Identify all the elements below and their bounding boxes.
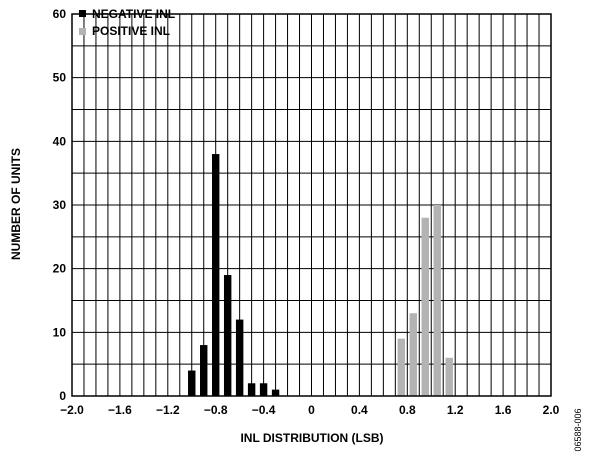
bar-positive-inl — [421, 217, 429, 396]
plot-frame — [71, 13, 552, 397]
y-tick-label: 40 — [53, 134, 67, 148]
legend-label-negative: NEGATIVE INL — [92, 7, 175, 21]
y-tick-label: 20 — [53, 262, 67, 276]
y-tick-label: 50 — [53, 71, 67, 85]
legend-swatch-positive — [79, 28, 86, 35]
tick-labels: −2.0 −1.6 −1.2 −0.8 −0.4 0 0.4 0.8 1.2 1.6 2.0 0 10 2… — [53, 7, 560, 417]
bar-negative-inl — [247, 383, 256, 396]
y-axis-title: NUMBER OF UNITS — [9, 148, 23, 260]
x-tick-label: 2.0 — [543, 403, 560, 417]
x-tick-label: −1.6 — [108, 403, 132, 417]
bar-negative-inl — [223, 275, 232, 396]
bars — [188, 154, 453, 396]
bar-positive-inl — [397, 338, 406, 396]
bar-negative-inl — [259, 383, 268, 396]
bar-positive-inl — [445, 357, 453, 396]
bar-negative-inl — [200, 345, 208, 396]
gridlines — [72, 14, 551, 396]
legend-label-positive: POSITIVE INL — [92, 24, 170, 38]
x-axis-title: INL DISTRIBUTION (LSB) — [240, 431, 383, 445]
x-tick-label: 0.4 — [351, 403, 368, 417]
x-tick-label: −0.8 — [204, 403, 228, 417]
x-tick-label: 0.8 — [399, 403, 416, 417]
x-tick-label: −0.4 — [252, 403, 276, 417]
bar-positive-inl — [433, 205, 441, 396]
x-tick-label: 0 — [308, 403, 315, 417]
figure-id: 06588-006 — [573, 408, 583, 451]
bar-positive-inl — [409, 313, 417, 396]
y-tick-label: 60 — [53, 7, 67, 21]
bar-negative-inl — [271, 389, 280, 396]
x-tick-label: −2.0 — [60, 403, 84, 417]
bar-negative-inl — [188, 370, 196, 396]
legend: NEGATIVE INL POSITIVE INL — [79, 7, 175, 38]
legend-swatch-negative — [79, 10, 86, 17]
bar-negative-inl — [235, 319, 244, 396]
x-tick-label: 1.6 — [495, 403, 512, 417]
x-tick-label: −1.2 — [156, 403, 180, 417]
x-tick-label: 1.2 — [447, 403, 464, 417]
y-tick-label: 30 — [53, 198, 67, 212]
y-tick-label: 0 — [59, 389, 66, 403]
y-tick-label: 10 — [53, 325, 67, 339]
bar-negative-inl — [211, 154, 220, 396]
